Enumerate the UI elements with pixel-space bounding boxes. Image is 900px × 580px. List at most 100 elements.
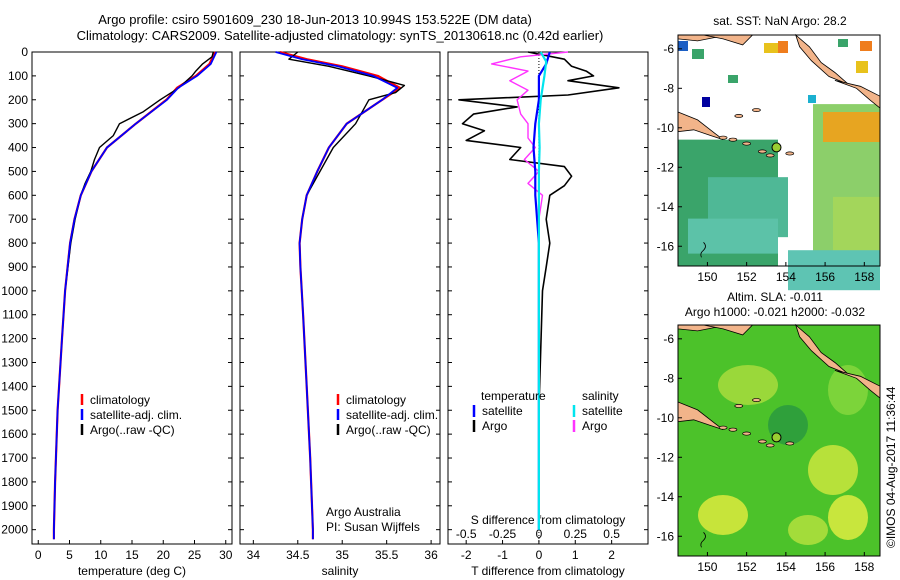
sla-map-ytick-label: -14 <box>657 490 675 504</box>
temperature-ytick-label: 1800 <box>1 475 28 489</box>
sst-data-pixel <box>692 49 704 59</box>
temperature-legend-label: satellite-adj. clim. <box>90 408 182 422</box>
sst-data-pixel <box>678 41 688 51</box>
difference-s-tick-label: 0.25 <box>564 527 588 541</box>
temperature-satellite-line <box>53 51 218 540</box>
sst-map-title: sat. SST: NaN Argo: 28.2 <box>713 14 847 28</box>
sla-map-frame <box>677 324 881 557</box>
sla-map-xtick-label: 154 <box>776 560 796 574</box>
sst-map-ytick-label: -6 <box>663 42 674 56</box>
temperature-xtick-label: 15 <box>125 548 139 562</box>
sst-map-xtick-label: 158 <box>854 270 874 284</box>
difference-s-label: S difference from climatology <box>471 513 626 527</box>
temperature-ytick-label: 600 <box>8 188 28 202</box>
sst-field-patch <box>833 196 880 257</box>
sst-map-island <box>728 137 738 142</box>
difference-xtick-label: -2 <box>461 548 472 562</box>
sst-data-pixel <box>764 43 778 53</box>
sst-data-pixel <box>860 41 872 51</box>
sla-map-title-line1: Altim. SLA: -0.011 <box>727 290 823 304</box>
temperature-xtick-label: 5 <box>66 548 73 562</box>
temperature-ytick-label: 1700 <box>1 451 28 465</box>
difference-legend-s-argo: Argo <box>582 419 608 433</box>
sla-map-island <box>718 425 728 430</box>
sst-map-island <box>785 151 795 156</box>
temperature-xtick-label: 25 <box>188 548 202 562</box>
difference-xlabel: T difference from climatology <box>471 564 625 578</box>
temperature-ytick-label: 1900 <box>1 499 28 513</box>
salinity-climatology-line <box>279 50 402 540</box>
sla-map-title-line2: Argo h1000: -0.021 h2000: -0.032 <box>685 305 865 319</box>
sst-map-island <box>765 153 775 158</box>
sst-data-pixel <box>778 41 788 53</box>
difference-t-satellite-line <box>532 51 551 530</box>
sst-map-island <box>752 108 761 112</box>
sst-map-xtick-label: 152 <box>737 270 757 284</box>
sst-data-pixel <box>702 97 710 107</box>
sla-map-island <box>765 443 775 448</box>
sla-map-ytick-label: -8 <box>663 371 674 385</box>
sla-map-island <box>785 441 795 446</box>
temperature-ytick-label: 500 <box>8 164 28 178</box>
sla-map-island <box>752 398 761 402</box>
sla-field-blob <box>828 365 868 415</box>
sst-map-ytick-label: -14 <box>657 200 675 214</box>
difference-xtick-label: 0 <box>536 548 543 562</box>
difference-xtick-label: -1 <box>497 548 508 562</box>
difference-legend-t-argo: Argo <box>482 419 508 433</box>
temperature-ytick-label: 200 <box>8 93 28 107</box>
sst-argo-marker <box>771 142 782 153</box>
sla-field-blob <box>698 495 748 535</box>
sst-data-pixel <box>808 95 816 103</box>
salinity-legend-label: satellite-adj. clim. <box>346 408 438 422</box>
sst-map-land <box>677 111 724 140</box>
sst-map-reef <box>700 242 706 258</box>
temperature-ytick-label: 100 <box>8 69 28 83</box>
sla-map-xtick-label: 152 <box>737 560 757 574</box>
temperature-ytick-label: 0 <box>21 45 28 59</box>
sst-field-patch <box>788 250 880 291</box>
sla-field-blob <box>828 495 868 540</box>
sla-map-island <box>734 403 744 408</box>
temperature-xtick-label: 0 <box>35 548 42 562</box>
sst-data-pixel <box>856 61 868 73</box>
sst-map-island <box>718 135 728 140</box>
sst-map-ytick-label: -12 <box>657 160 675 174</box>
difference-s-tick-label: -0.5 <box>456 527 477 541</box>
difference-legend-temperature-heading: temperature <box>481 389 546 403</box>
sla-map-island <box>757 439 767 444</box>
temperature-ytick-label: 1200 <box>1 332 28 346</box>
figure-title-line1: Argo profile: csiro 5901609_230 18-Jun-2… <box>98 12 532 27</box>
temperature-ytick-label: 1600 <box>1 427 28 441</box>
sst-field-warm <box>823 112 880 142</box>
difference-s-satellite-line <box>537 51 548 530</box>
temperature-argo-line <box>53 51 214 530</box>
temperature-ytick-label: 1400 <box>1 379 28 393</box>
difference-s-tick-label: -0.25 <box>489 527 517 541</box>
sla-map-land <box>677 401 724 430</box>
temperature-ytick-label: 1300 <box>1 355 28 369</box>
difference-legend-s-satellite: satellite <box>582 404 623 418</box>
salinity-xtick-label: 34 <box>247 548 261 562</box>
sla-field-blob <box>808 445 858 495</box>
difference-s-tick-label: 0 <box>536 527 543 541</box>
sst-map-island <box>757 149 767 154</box>
sla-map-xtick-label: 156 <box>815 560 835 574</box>
sst-map-ytick-label: -8 <box>663 81 674 95</box>
difference-xtick-label: 1 <box>572 548 579 562</box>
sst-map-frame <box>677 34 881 267</box>
salinity-xtick-label: 35.5 <box>375 548 399 562</box>
difference-xtick-label: 2 <box>608 548 615 562</box>
sst-map-xtick-label: 156 <box>815 270 835 284</box>
sst-map-ytick-label: -16 <box>657 239 675 253</box>
sla-map-xtick-label: 150 <box>697 560 717 574</box>
difference-legend-salinity-heading: salinity <box>582 389 619 403</box>
sla-map-xtick-label: 158 <box>854 560 874 574</box>
figure-title-line2: Climatology: CARS2009. Satellite-adjuste… <box>76 28 604 43</box>
sst-data-pixel <box>838 39 848 47</box>
sla-field-blob <box>788 515 828 545</box>
salinity-legend-label: Argo(..raw -QC) <box>346 423 431 437</box>
salinity-legend-label: climatology <box>346 393 406 407</box>
temperature-xtick-label: 20 <box>157 548 171 562</box>
